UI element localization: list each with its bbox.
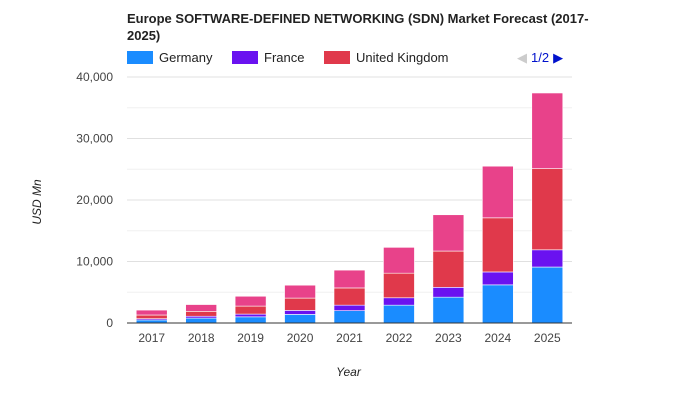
bar-segment-2023-s1[interactable] [432, 287, 465, 298]
triangle-left-icon[interactable]: ◀ [517, 49, 527, 65]
legend-item-united-kingdom[interactable]: United Kingdom [324, 49, 449, 65]
x-tick-label-2025: 2025 [534, 331, 561, 345]
legend-label-france: France [264, 49, 305, 65]
bar-segment-2020-s2[interactable] [284, 297, 316, 311]
x-axis-title: Year [336, 365, 362, 379]
y-axis-title: USD Mn [30, 179, 44, 225]
triangle-right-icon[interactable]: ▶ [553, 49, 564, 65]
x-tick-label-2017: 2017 [138, 331, 165, 345]
bar-segment-2022-s1[interactable] [383, 297, 415, 306]
legend-page-indicator: 1/2 [531, 49, 550, 65]
legend-item-germany[interactable]: Germany [127, 49, 212, 65]
bar-segment-2020-s3[interactable] [284, 284, 316, 299]
x-tick-label-2023: 2023 [435, 331, 462, 345]
bar-segment-2024-s3[interactable] [482, 165, 514, 219]
bar-segment-2024-s1[interactable] [482, 271, 514, 286]
bar-segment-2023-s3[interactable] [432, 214, 465, 252]
bar-segment-2022-s3[interactable] [383, 247, 415, 274]
x-tick-label-2020: 2020 [287, 331, 314, 345]
x-tick-label-2022: 2022 [386, 331, 413, 345]
bar-segment-2018-s3[interactable] [185, 304, 217, 312]
x-tick-label-2024: 2024 [484, 331, 511, 345]
bar-segment-2025-s3[interactable] [531, 92, 564, 169]
legend-swatch-united-kingdom [324, 50, 350, 64]
bar-segment-2023-s0[interactable] [432, 296, 465, 324]
y-tick-label: 10,000 [76, 255, 113, 269]
chart-title: Europe SOFTWARE-DEFINED NETWORKING (SDN)… [127, 11, 589, 43]
x-tick-label-2019: 2019 [237, 331, 264, 345]
bar-segment-2021-s2[interactable] [333, 287, 366, 306]
legend-pager: ◀ 1/2 ▶ [517, 48, 563, 66]
bar-segment-2020-s1[interactable] [284, 310, 316, 315]
bar-segment-2019-s3[interactable] [234, 295, 267, 307]
x-tick-label-2018: 2018 [188, 331, 215, 345]
axes: 0 10,000 20,000 30,000 40,000 2017 2018 2019 202… [76, 70, 572, 345]
bar-segment-2017-s3[interactable] [135, 309, 168, 316]
bar-segment-2022-s0[interactable] [383, 304, 415, 324]
bar-segment-2018-s2[interactable] [185, 311, 217, 317]
bar-segment-2021-s3[interactable] [333, 269, 366, 289]
y-tick-label: 30,000 [76, 132, 113, 146]
y-tick-label: 20,000 [76, 193, 113, 207]
bars [135, 92, 564, 324]
bar-segment-2025-s2[interactable] [531, 168, 564, 251]
bar-segment-2018-s0[interactable] [185, 317, 217, 324]
bar-segment-2022-s2[interactable] [383, 272, 415, 299]
bar-segment-2025-s1[interactable] [531, 249, 564, 268]
legend-item-france[interactable]: France [232, 49, 304, 65]
legend-swatch-france [232, 50, 258, 64]
legend-swatch-germany [127, 50, 153, 64]
bar-segment-2021-s0[interactable] [333, 310, 366, 324]
bar-segment-2019-s2[interactable] [234, 305, 267, 315]
bar-segment-2017-s2[interactable] [135, 314, 168, 319]
bar-segment-2023-s2[interactable] [432, 250, 465, 288]
x-tick-label-2021: 2021 [336, 331, 363, 345]
bar-segment-2024-s0[interactable] [482, 284, 514, 324]
bar-segment-2024-s2[interactable] [482, 217, 514, 273]
legend-label-united-kingdom: United Kingdom [356, 49, 449, 65]
bar-segment-2020-s0[interactable] [284, 314, 316, 324]
y-tick-label: 0 [106, 316, 113, 330]
legend-label-germany: Germany [159, 49, 213, 65]
bar-segment-2019-s1[interactable] [234, 313, 267, 318]
bar-segment-2021-s1[interactable] [333, 304, 366, 312]
bar-segment-2019-s0[interactable] [234, 316, 267, 324]
y-tick-label: 40,000 [76, 70, 113, 84]
bar-segment-2025-s0[interactable] [531, 266, 564, 324]
